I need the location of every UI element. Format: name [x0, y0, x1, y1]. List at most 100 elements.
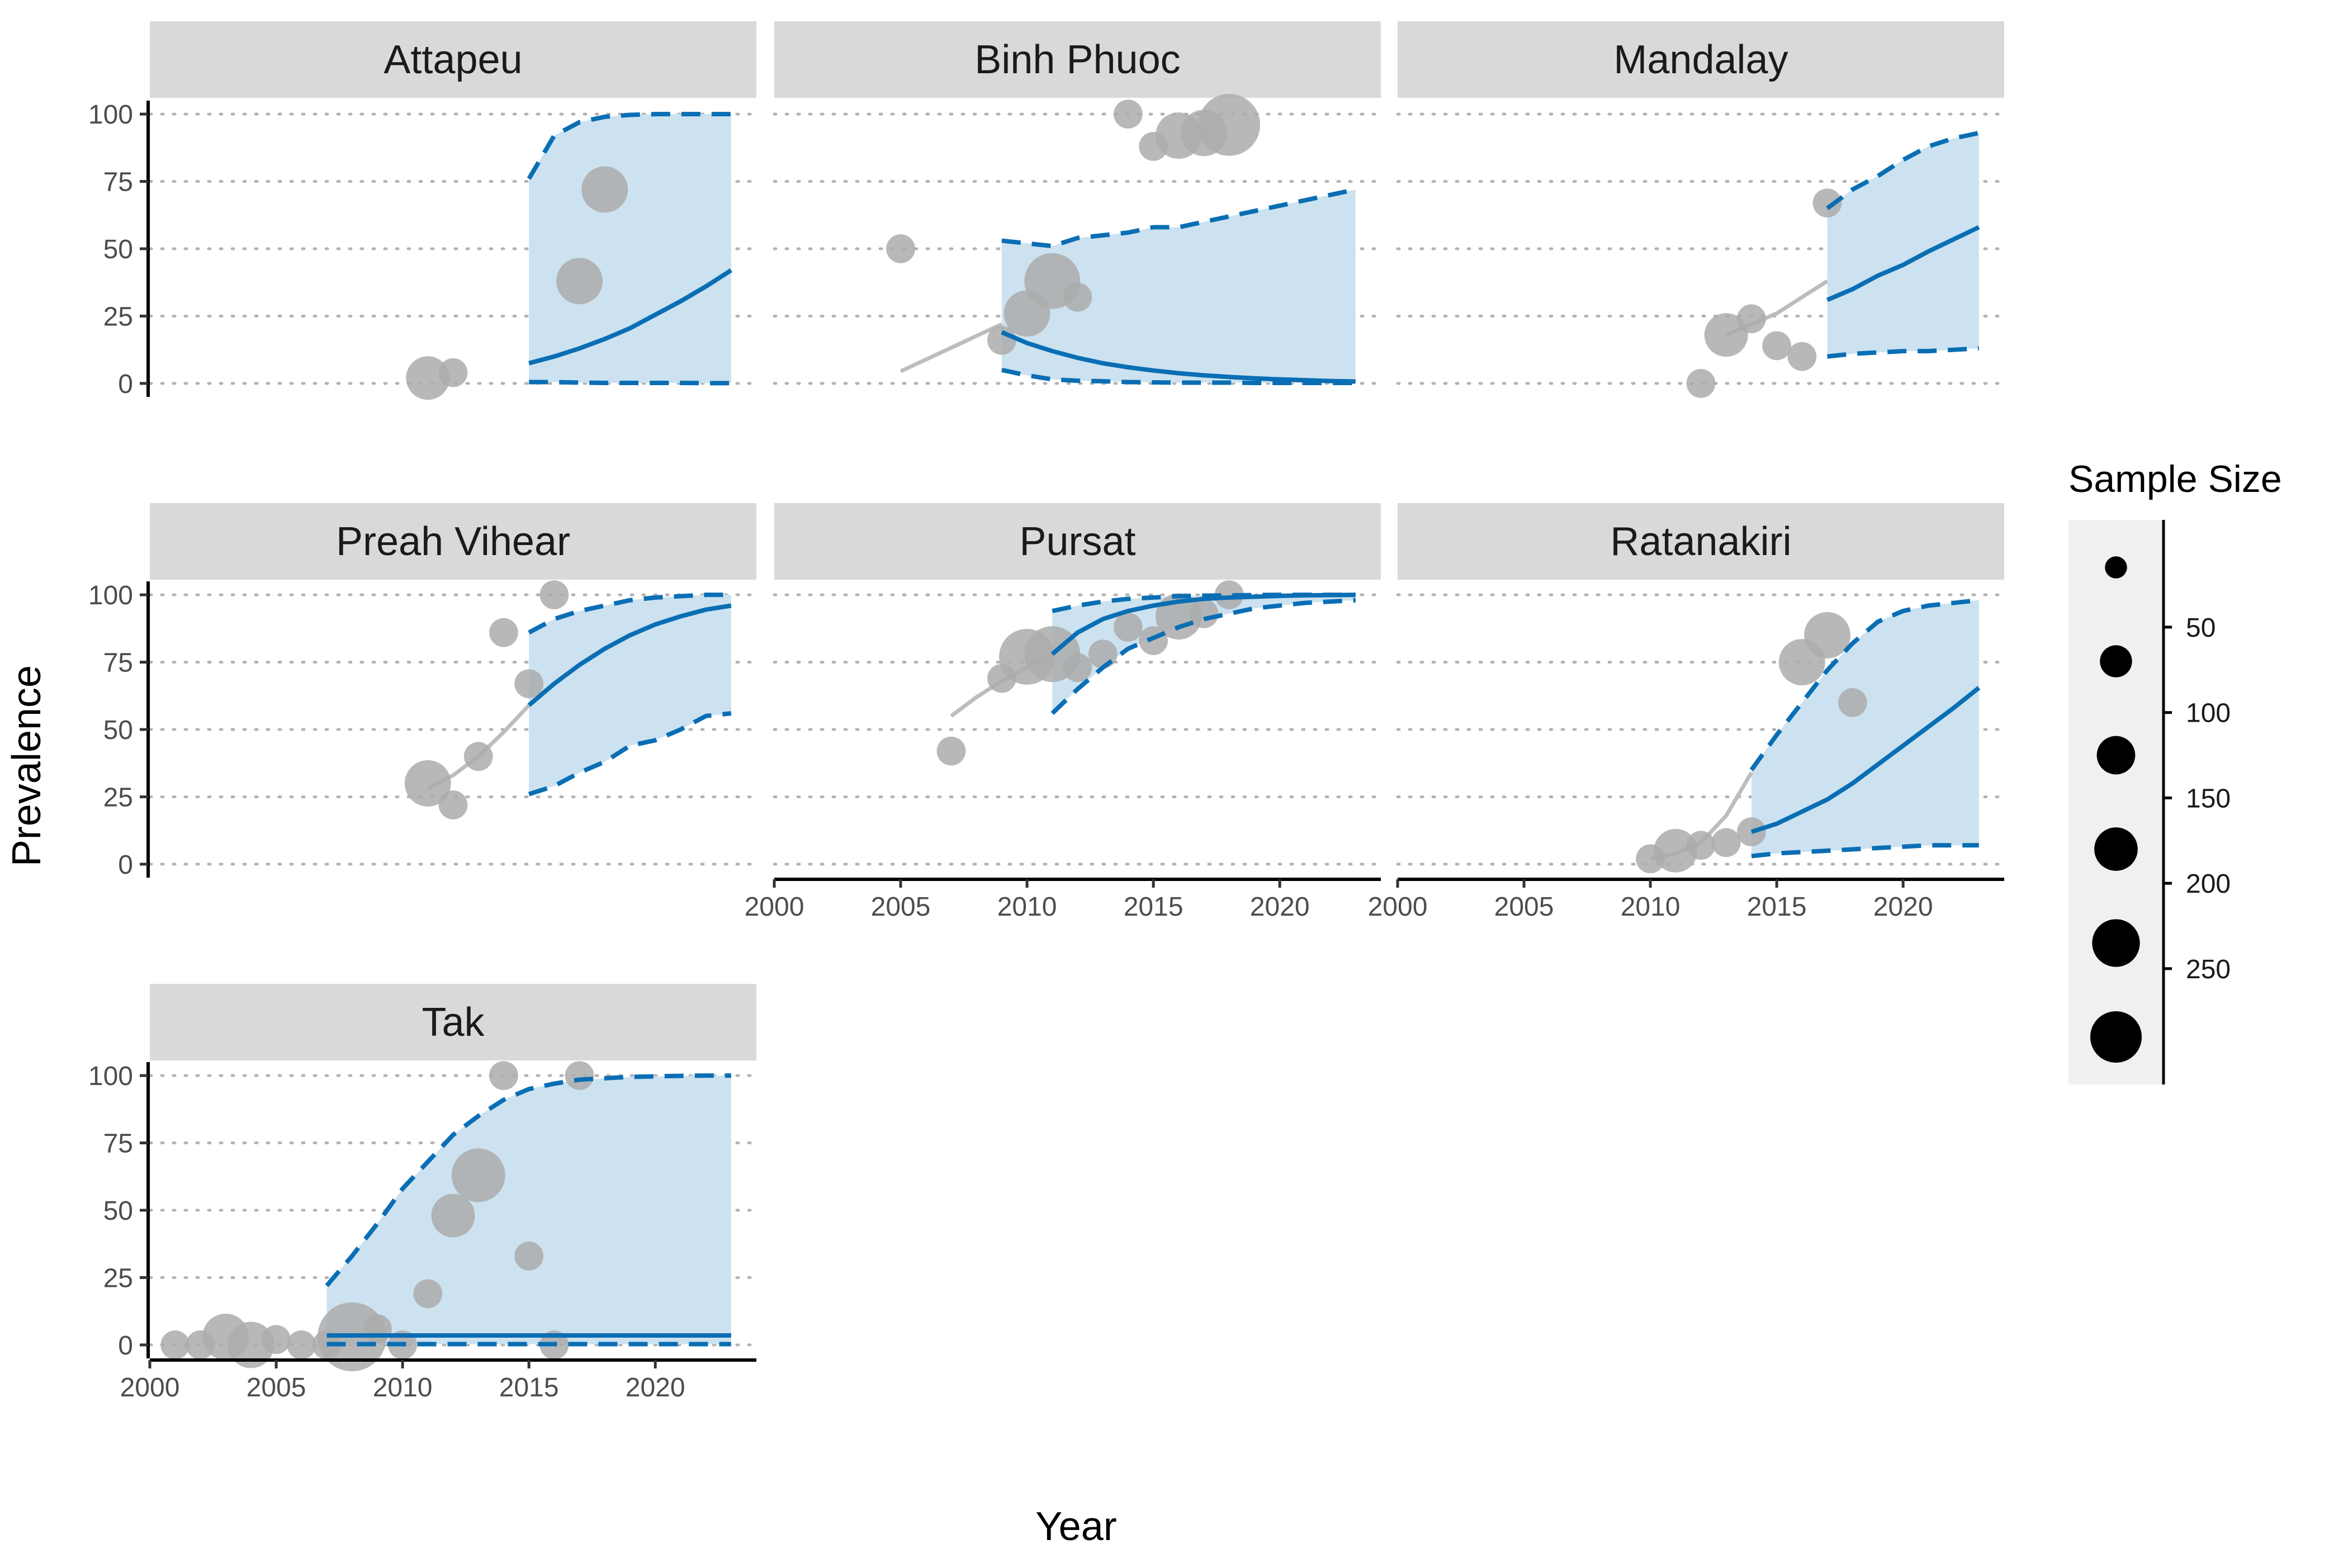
- y-tick-label: 50: [103, 716, 133, 745]
- median-line: [527, 603, 732, 707]
- panel-title: Tak: [422, 1000, 485, 1045]
- y-tick-label: 0: [118, 850, 133, 880]
- panel-strip: [1398, 21, 2004, 98]
- observed-point: [1198, 94, 1261, 156]
- y-tick-label: 100: [88, 1062, 133, 1091]
- x-tick-label: 2010: [373, 1373, 433, 1403]
- observed-point: [1804, 612, 1851, 659]
- observed-point: [489, 618, 518, 647]
- panel-ratanakiri: Ratanakiri 2000 2005 2010 2015 2020: [1368, 503, 2006, 922]
- legend-key-background: [2068, 520, 2164, 1084]
- panel-title: Mandalay: [1613, 37, 1788, 82]
- legend-label: 50: [2186, 613, 2216, 643]
- observed-point: [1088, 639, 1118, 669]
- upper-bound-line: [528, 593, 731, 635]
- legend: 50 100 150 200 250: [2068, 520, 2231, 1084]
- y-axis-title: Prevalence: [4, 665, 49, 866]
- legend-key-circle: [2105, 556, 2127, 579]
- panel-preah-vihear: Preah Vihear 0 25 50 75 100: [88, 503, 758, 880]
- projection-ribbon: [1827, 132, 1979, 357]
- panel-strip: [150, 503, 756, 580]
- observed-point: [539, 580, 569, 609]
- y-tick-label: 75: [103, 168, 133, 197]
- legend-label: 250: [2186, 955, 2231, 984]
- observed-point: [556, 258, 603, 305]
- legend-key-circle: [2096, 736, 2136, 775]
- x-tick-label: 2020: [1873, 892, 1933, 922]
- y-tick-label: 50: [103, 235, 133, 264]
- panel-strip: [150, 21, 756, 98]
- observed-point: [1214, 580, 1244, 609]
- observed-point: [1812, 188, 1842, 217]
- legend-label: 100: [2186, 699, 2231, 728]
- observed-point: [489, 1061, 518, 1090]
- observed-point: [514, 1242, 544, 1271]
- lower-bound-line: [1050, 598, 1356, 715]
- x-tick-label: 2015: [499, 1373, 559, 1403]
- observed-point: [514, 669, 544, 698]
- observed-point: [228, 1321, 274, 1368]
- panel-binh-phuoc: Binh Phuoc: [773, 21, 1383, 385]
- median-line: [1826, 225, 1980, 302]
- x-tick-label: 2010: [1621, 892, 1680, 922]
- projection-ribbon: [529, 595, 731, 794]
- panel-strip: [150, 984, 756, 1060]
- observed-point: [1686, 831, 1716, 860]
- panel-title: Binh Phuoc: [974, 37, 1180, 82]
- median-line: [528, 268, 732, 366]
- lower-bound-line: [1827, 346, 1980, 359]
- observed-point: [1787, 342, 1817, 371]
- observed-point: [1737, 304, 1766, 334]
- observed-point: [431, 1193, 475, 1238]
- projection-ribbon: [529, 114, 731, 383]
- observed-point: [451, 1148, 505, 1202]
- observed-point: [413, 1279, 443, 1309]
- lower-bound-line: [528, 711, 732, 797]
- legend-label: 150: [2186, 784, 2231, 813]
- upper-bound-line: [1826, 130, 1980, 210]
- median-line: [1001, 330, 1356, 384]
- upper-bound-line: [1749, 598, 1980, 771]
- observed-point: [1762, 331, 1792, 361]
- historical-fit-line: [900, 322, 1003, 373]
- x-tick-label: 2005: [871, 892, 931, 922]
- projection-ribbon: [1751, 600, 1979, 856]
- observed-point: [1654, 828, 1698, 873]
- panel-tak: Tak 0 25 50 75 100 2000 2005 2010 2015 2020: [88, 984, 758, 1403]
- upper-bound-line: [325, 1073, 731, 1287]
- x-tick-label: 2015: [1747, 892, 1807, 922]
- legend-title: Sample Size: [2068, 458, 2282, 500]
- observed-point: [1114, 613, 1143, 642]
- panels-layer: Attapeu 0 25 50 75 100 Binh Phuoc Mandalay Preah…: [88, 21, 2006, 1403]
- x-tick-label: 2015: [1124, 892, 1184, 922]
- panel-strip: [1398, 503, 2004, 580]
- legend-key-circle: [2094, 827, 2138, 871]
- y-tick-label: 25: [103, 302, 133, 331]
- legend-key-circle: [2092, 919, 2140, 967]
- observed-point: [438, 790, 468, 819]
- legend-label: 200: [2186, 869, 2231, 899]
- panel-attapeu: Attapeu 0 25 50 75 100: [88, 21, 758, 400]
- observed-point: [886, 234, 915, 263]
- observed-point: [1704, 313, 1748, 357]
- x-tick-label: 2000: [120, 1373, 180, 1403]
- observed-point: [1114, 100, 1143, 129]
- y-tick-label: 25: [103, 1263, 133, 1293]
- panel-title: Attapeu: [384, 37, 522, 82]
- panel-title: Preah Vihear: [336, 519, 570, 564]
- x-tick-label: 2020: [626, 1373, 685, 1403]
- observed-point: [406, 356, 450, 400]
- x-tick-label: 2000: [1368, 892, 1428, 922]
- upper-bound-line: [527, 112, 731, 180]
- y-tick-label: 25: [103, 783, 133, 812]
- legend-key-circle: [2090, 1011, 2142, 1063]
- observed-point: [565, 1061, 594, 1090]
- median-line: [1750, 686, 1981, 834]
- lower-bound-line: [529, 380, 731, 386]
- y-tick-label: 100: [88, 100, 133, 130]
- x-tick-label: 2010: [997, 892, 1057, 922]
- observed-point: [1838, 688, 1867, 717]
- projection-ribbon: [1001, 190, 1356, 383]
